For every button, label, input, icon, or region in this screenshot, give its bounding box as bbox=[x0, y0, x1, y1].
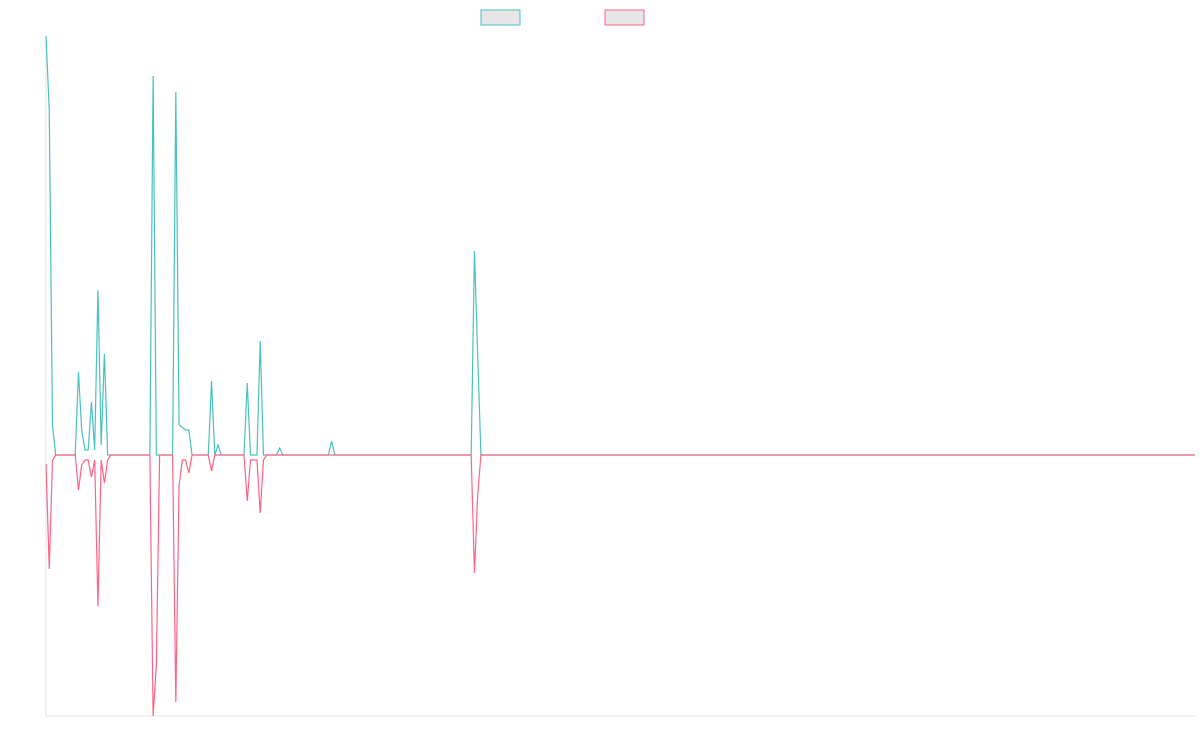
legend-swatch[interactable] bbox=[480, 9, 521, 26]
data-line bbox=[45, 35, 1195, 456]
legend-swatch[interactable] bbox=[604, 9, 645, 26]
data-line bbox=[45, 454, 1195, 717]
